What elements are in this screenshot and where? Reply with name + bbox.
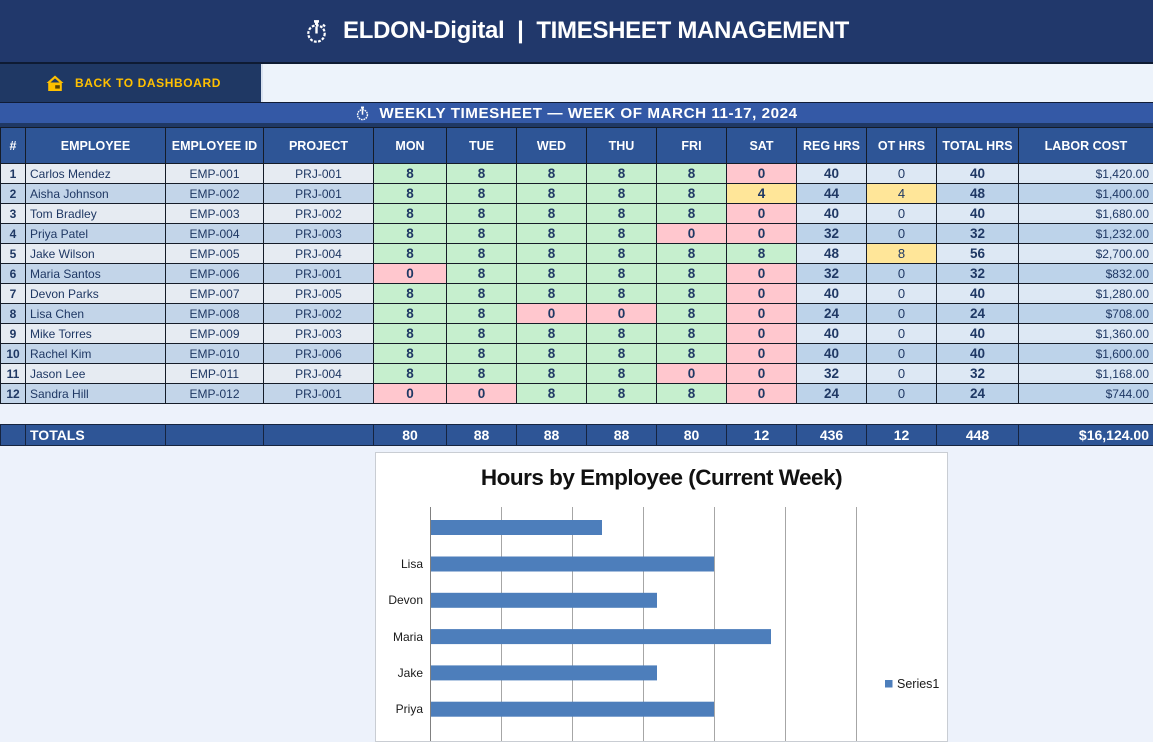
svg-text:Jake: Jake bbox=[398, 666, 424, 680]
svg-text:Series1: Series1 bbox=[897, 677, 939, 691]
svg-text:Lisa: Lisa bbox=[401, 557, 423, 571]
svg-text:Devon: Devon bbox=[388, 593, 423, 607]
svg-text:Priya: Priya bbox=[396, 702, 424, 716]
svg-text:Maria: Maria bbox=[393, 630, 423, 644]
